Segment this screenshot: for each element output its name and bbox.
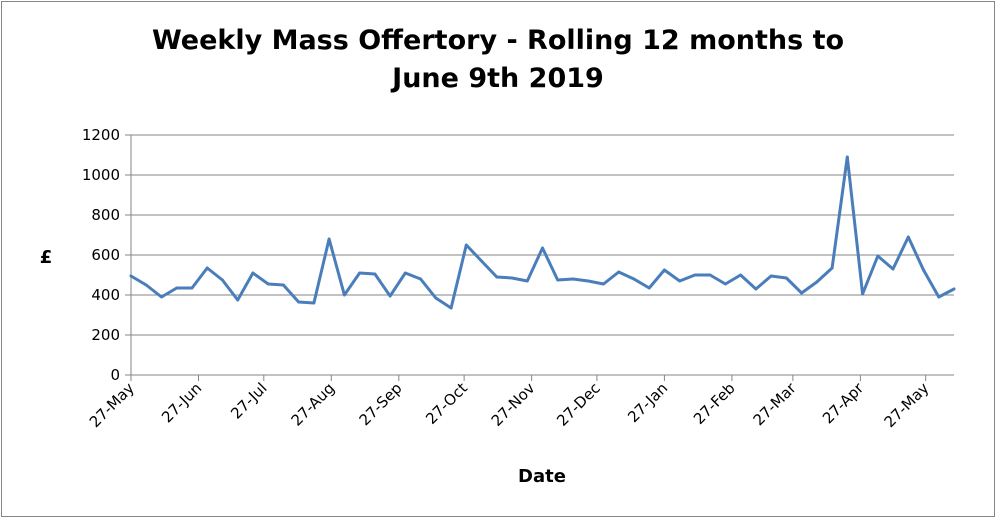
data-point [784,276,788,280]
data-point [952,287,956,291]
data-point [647,286,651,290]
y-tick-label: 600 [91,246,120,264]
data-point [266,282,270,286]
data-point [602,282,605,286]
y-tick-label: 1000 [82,166,120,184]
data-point [236,298,240,302]
chart-title-line1: Weekly Mass Offertory - Rolling 12 month… [151,25,845,56]
data-point [144,283,148,287]
y-tick-label: 400 [91,286,120,304]
chart-title: Weekly Mass Offertory - Rolling 12 month… [0,22,996,98]
data-point [160,295,163,299]
data-point [525,279,529,283]
data-point [617,270,621,274]
data-point [190,286,194,290]
y-axis-ticks: 0 200 400 600 800 1000 1200 [82,126,131,384]
data-point [510,276,514,280]
data-point [464,243,468,247]
data-point [861,292,864,296]
data-point [373,272,377,276]
y-tick-label: 800 [91,206,120,224]
x-axis-label: Date [518,466,566,487]
data-point [693,273,697,277]
data-point [175,286,179,290]
x-axis-ticks: 27-May 27-Jun 27-Jul 27-Aug 27-Sep 27-Oct 27-N… [86,375,933,431]
y-axis-label: £ [40,247,53,268]
data-point [327,237,331,241]
x-tick-label: 27-May [881,379,933,431]
data-point [678,279,682,283]
gridlines [131,134,954,336]
x-tick-label: 27-Jan [624,379,671,426]
chart-title-line2: June 9th 2019 [392,63,604,94]
data-point [282,283,285,287]
data-point [739,273,743,277]
data-point [906,235,910,239]
data-point [922,268,925,272]
data-point [251,271,255,275]
data-point [221,278,224,282]
data-point [480,259,483,263]
data-point [876,254,880,258]
data-point [342,293,346,297]
x-tick-label: 27-Sep [356,379,406,429]
data-point [541,246,544,250]
data-point [403,271,407,275]
y-tick-label: 1200 [82,126,120,144]
x-tick-label: 27-Jul [227,379,270,422]
data-point [434,296,438,300]
x-tick-label: 27-Dec [553,379,604,430]
data-point [571,277,575,281]
series-points [129,155,956,310]
data-point [205,266,209,270]
y-tick-label: 0 [110,366,120,384]
x-tick-label: 27-Feb [690,379,739,428]
data-point [419,277,422,281]
x-tick-label: 27-Mar [750,379,801,430]
data-point [586,279,590,283]
data-point [754,287,758,291]
data-point [723,282,727,286]
data-point [388,294,392,298]
x-tick-label: 27-May [86,379,138,431]
data-point [556,278,560,282]
y-tick-label: 200 [91,326,120,344]
data-point [358,271,362,275]
x-tick-label: 27-Oct [422,379,471,428]
data-point [449,306,453,310]
data-point [830,266,834,270]
data-point [297,300,301,304]
data-point [937,295,941,299]
data-point [312,301,316,305]
data-point [663,268,666,272]
data-point [632,277,636,281]
series-line [129,155,956,310]
x-tick-label: 27-Apr [819,379,868,428]
data-point [129,274,133,278]
x-tick-label: 27-Aug [288,379,339,430]
x-tick-label: 27-Jun [158,379,205,426]
data-point [845,155,849,159]
data-point [495,275,499,279]
data-point [815,280,819,284]
data-point [708,273,712,277]
data-point [800,291,803,295]
x-tick-label: 27-Nov [488,379,539,430]
data-point [891,267,895,271]
data-point [769,274,773,278]
